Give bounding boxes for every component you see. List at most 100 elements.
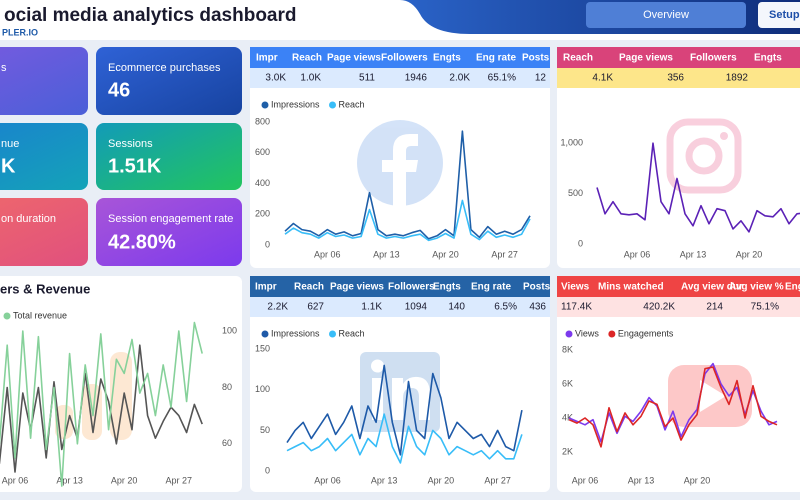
facebook-logo [357, 120, 443, 206]
y-tick-label: 80 [222, 382, 232, 392]
table-cell: 4.1K [592, 73, 613, 84]
table-header [250, 47, 550, 68]
legend-label: Engagements [618, 328, 674, 338]
table-header-cell: Mins watched [598, 282, 664, 293]
kpi-card [0, 123, 88, 190]
x-tick-label: Apr 27 [491, 249, 518, 259]
kpi-card [96, 123, 242, 190]
x-tick-label: Apr 06 [314, 249, 341, 259]
kpi-label: Session engagement rate [108, 213, 233, 225]
table-header-cell: Avg view dur [681, 282, 743, 293]
kpi-label: nue [1, 138, 19, 150]
table-header-cell: Posts [522, 53, 550, 64]
line-series [284, 130, 531, 240]
y-tick-label: 100 [255, 384, 270, 394]
y-tick-label: 4K [562, 412, 573, 422]
y-tick-label: 600 [255, 147, 270, 157]
line-series [596, 142, 800, 233]
kpi-value: K [1, 155, 16, 177]
table-header-cell: Reach [294, 282, 324, 293]
x-tick-label: Apr 06 [314, 475, 341, 485]
page-subtitle: PLER.IO [2, 27, 38, 37]
table-cell: 12 [535, 73, 547, 84]
table-header-cell: Engts [433, 282, 461, 293]
table-header [250, 276, 550, 297]
legend-label: Impressions [271, 328, 320, 338]
kpi-value: 1.51K [108, 155, 162, 177]
line-series [286, 364, 523, 456]
table-header-cell: Avg view % [729, 282, 784, 293]
table-cell: 140 [448, 302, 465, 313]
x-tick-label: Apr 13 [56, 475, 83, 485]
table-header-cell: Reach [292, 53, 322, 64]
overview-button[interactable] [586, 2, 746, 28]
y-tick-label: 50 [260, 425, 270, 435]
table-header-cell: Page views [619, 53, 673, 64]
y-tick-label: 150 [255, 344, 270, 354]
kpi-label: s [1, 62, 7, 74]
line-series [0, 344, 203, 473]
x-tick-label: Apr 13 [373, 249, 400, 259]
x-tick-label: Apr 06 [624, 249, 651, 259]
x-tick-label: Apr 13 [628, 475, 655, 485]
table-header-cell: Eng [785, 282, 800, 293]
table-header-cell: Followers [381, 53, 428, 64]
x-tick-label: Apr 06 [2, 475, 29, 485]
y-tick-label: 800 [255, 116, 270, 126]
x-tick-label: Apr 20 [684, 475, 711, 485]
legend-label: Views [575, 328, 599, 338]
table-cell: 2.2K [267, 302, 288, 313]
chart-title: ers & Revenue [0, 281, 90, 296]
table-cell: 511 [359, 73, 375, 84]
x-tick-label: Apr 20 [432, 249, 459, 259]
table-header [557, 47, 800, 68]
table-cell: 1.1K [361, 302, 382, 313]
line-series [286, 413, 523, 464]
y-tick-label: 2K [562, 446, 573, 456]
line-series [284, 199, 531, 242]
kpi-card [96, 47, 242, 115]
button-label[interactable]: Overview [643, 9, 689, 21]
table-cell: 75.1% [751, 302, 779, 313]
y-tick-label: 0 [578, 238, 583, 248]
table-row [557, 297, 800, 317]
kpi-value: 42.80% [108, 231, 176, 253]
kpi-label: on duration [1, 213, 56, 225]
button-label[interactable]: Setup [769, 9, 800, 21]
legend-marker [565, 330, 573, 338]
legend-marker [329, 330, 337, 338]
table-row [250, 297, 550, 317]
instagram-logo [666, 118, 742, 194]
table-header-cell: Page views [327, 53, 381, 64]
line-series [0, 321, 203, 487]
x-tick-label: Apr 20 [736, 249, 763, 259]
table-header-cell: Page views [330, 282, 384, 293]
kpi-label: Ecommerce purchases [108, 62, 221, 74]
legend-label: Total revenue [13, 310, 67, 320]
y-tick-label: 200 [255, 209, 270, 219]
y-tick-label: 8K [562, 344, 573, 354]
table-header-cell: Followers [690, 53, 737, 64]
table-cell: 117.4K [561, 302, 592, 313]
table-cell: 1892 [726, 73, 749, 84]
table-header-cell: Posts [523, 282, 551, 293]
y-tick-label: 1,000 [560, 138, 583, 148]
y-tick-label: 60 [222, 438, 232, 448]
table-cell: 6.5% [494, 302, 517, 313]
page-title: ocial media analytics dashboard [4, 5, 297, 26]
kpi-label: Sessions [108, 138, 153, 150]
table-cell: 420.2K [643, 302, 675, 313]
table-header-cell: Engts [754, 53, 782, 64]
y-tick-label: 400 [255, 178, 270, 188]
kpi-card [96, 198, 242, 266]
legend-marker [329, 101, 337, 109]
kpi-card [0, 198, 88, 266]
table-cell: 65.1% [488, 73, 516, 84]
legend-marker [261, 330, 269, 338]
table-cell: 1094 [405, 302, 428, 313]
setup-button[interactable] [758, 2, 800, 28]
table-header-cell: Reach [563, 53, 593, 64]
x-tick-label: Apr 27 [166, 475, 193, 485]
